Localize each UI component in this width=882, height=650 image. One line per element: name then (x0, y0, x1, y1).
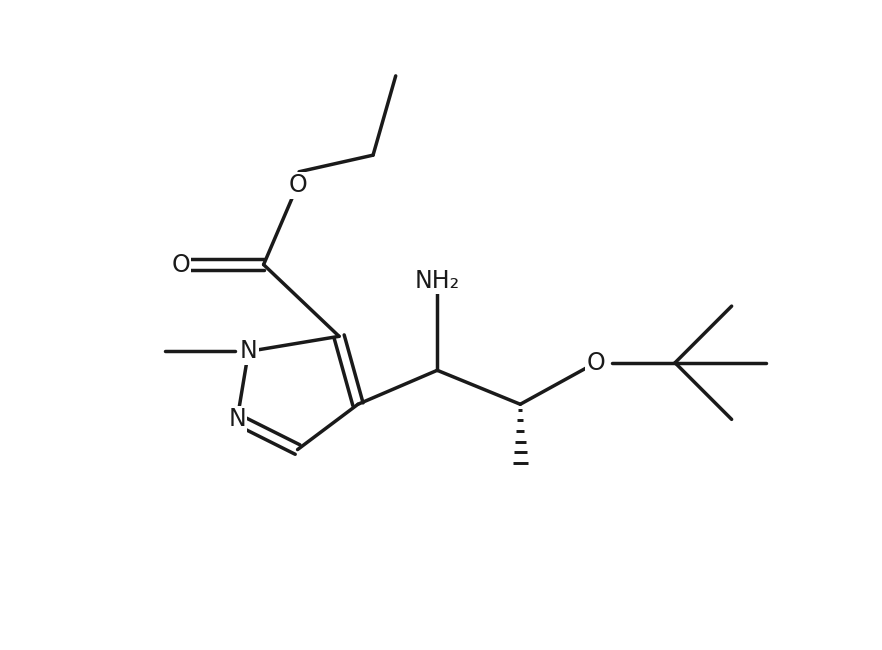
Text: O: O (171, 253, 190, 277)
Text: N: N (240, 339, 258, 363)
Text: O: O (288, 174, 307, 198)
Text: N: N (228, 408, 246, 432)
Text: NH₂: NH₂ (415, 269, 460, 293)
Text: O: O (587, 351, 605, 375)
